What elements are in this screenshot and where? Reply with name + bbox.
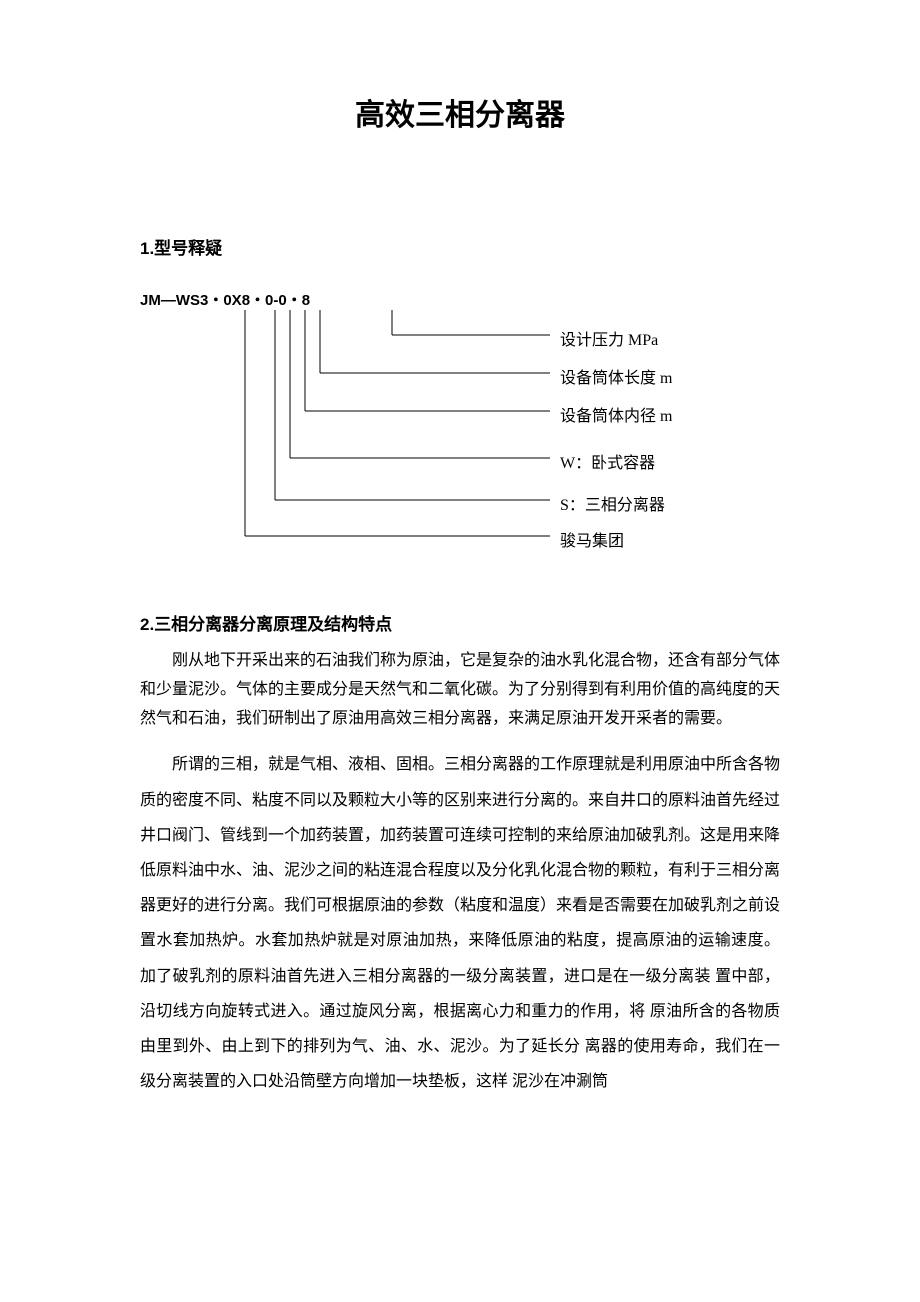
diagram-label-4: W：卧式容器 — [560, 449, 655, 473]
diagram-label-5: S：三相分离器 — [560, 491, 665, 515]
diagram-lines — [140, 310, 780, 570]
model-diagram: 设计压力 MPa 设备筒体长度 m 设备筒体内径 m W：卧式容器 S：三相分离… — [140, 310, 780, 570]
diagram-label-6: 骏马集团 — [560, 527, 624, 551]
diagram-label-2: 设备筒体长度 m — [560, 364, 672, 388]
paragraph-1: 刚从地下开采出来的石油我们称为原油，它是复杂的油水乳化混合物，还含有部分气体和少… — [140, 647, 780, 733]
diagram-label-1: 设计压力 MPa — [560, 326, 658, 350]
section-1-heading: 1.型号释疑 — [140, 234, 780, 259]
page-title: 高效三相分离器 — [140, 90, 780, 134]
model-code: JM—WS3・0X8・0-0・8 — [140, 289, 780, 310]
diagram-label-3: 设备筒体内径 m — [560, 402, 672, 426]
paragraph-2: 所谓的三相，就是气相、液相、固相。三相分离器的工作原理就是利用原油中所含各物质的… — [140, 747, 780, 1099]
section-2-heading: 2.三相分离器分离原理及结构特点 — [140, 610, 780, 635]
